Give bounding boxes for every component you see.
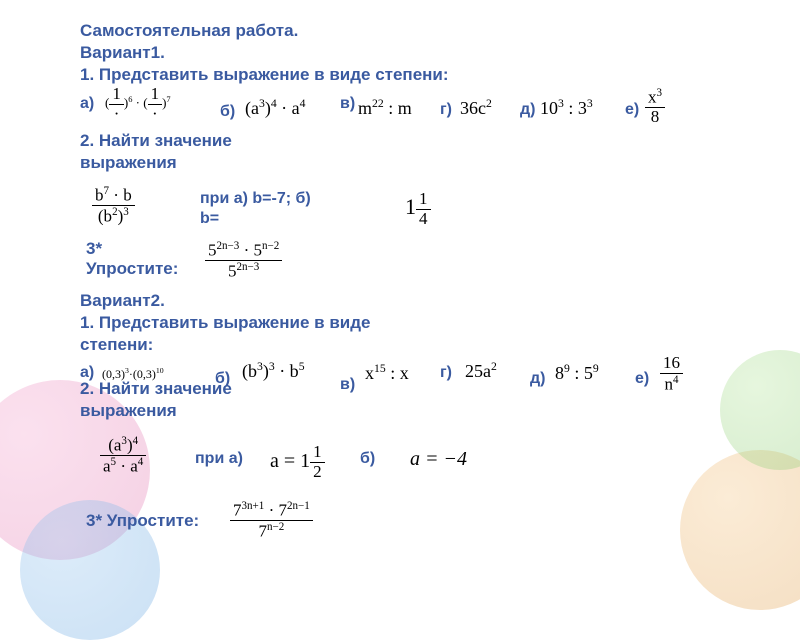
v2-task2b: выражения <box>80 400 177 422</box>
v1-a-label: а) <box>80 95 94 113</box>
v1-task2b: выражения <box>80 152 232 174</box>
v1-e-label: е) <box>625 101 639 119</box>
v1-b-formula: (a3)4 · a4 <box>245 97 306 119</box>
v2-d-formula: 89 : 59 <box>555 362 599 384</box>
variant1: Вариант1. <box>80 42 780 64</box>
v2-e-formula: 16n4 <box>660 354 683 394</box>
v2-g-formula: 25a2 <box>465 360 497 382</box>
v2-frac3-num: 73n+1 · 72n−1 <box>230 500 313 521</box>
v2-frac3-den: 7n−2 <box>230 521 313 541</box>
variant2: Вариант2. <box>80 290 165 312</box>
v1-mixed: 114 <box>405 190 431 228</box>
v2-task1b: степени: <box>80 334 153 356</box>
v2-d-label: д) <box>530 370 545 388</box>
v2-frac3: 73n+1 · 72n−1 7n−2 <box>230 500 313 542</box>
v1-frac3-num: 52n−3 · 5n−2 <box>205 240 282 261</box>
v1-cond2: при а) b=-7; б) <box>200 190 311 208</box>
v2-g-label: г) <box>440 364 452 382</box>
v1-frac2-den: (b2)3 <box>92 206 135 226</box>
v2-task1a: 1. Представить выражение в виде <box>80 312 370 334</box>
v1-d-formula: 103 : 33 <box>540 97 593 119</box>
v1-e-formula: x38 <box>645 87 665 127</box>
v2-frac2-den: a5 · a4 <box>100 456 146 476</box>
v1-b-label: б) <box>220 103 235 121</box>
v1-task2a: 2. Найти значение <box>80 130 232 152</box>
v2-v-formula: x15 : x <box>365 362 409 384</box>
v1-g-label: г) <box>440 101 452 119</box>
v1-v-formula: m22 : m <box>358 97 412 119</box>
v1-task1: 1. Представить выражение в виде степени: <box>80 64 780 86</box>
balloon-3 <box>680 450 800 610</box>
v1-row1: а) (1·)6 · (1·)7 б) (a3)4 · a4 в) m22 : … <box>80 95 780 135</box>
v2-v-label: в) <box>340 376 355 394</box>
v1-a-formula: (1·)6 · (1·)7 <box>105 85 171 123</box>
v1-task2-wrap: 2. Найти значение выражения <box>80 130 232 174</box>
v2-frac2: (a3)4 a5 · a4 <box>100 435 146 477</box>
v1-task3b: Упростите: <box>86 258 178 280</box>
title: Самостоятельная работа. <box>80 20 780 42</box>
v2-cond-b-val: a = −4 <box>410 448 467 471</box>
v1-g-formula: 36c2 <box>460 97 492 119</box>
v2-task3: 3* Упростите: <box>86 510 199 532</box>
v2-task2a: 2. Найти значение <box>80 378 232 400</box>
v2-frac2-num: (a3)4 <box>100 435 146 456</box>
v1-d-label: д) <box>520 101 535 119</box>
v1-v-label: в) <box>340 95 355 113</box>
v1-frac2: b7 · b (b2)3 <box>92 185 135 227</box>
v2-e-label: е) <box>635 370 649 388</box>
v2-cond-b: б) <box>360 450 375 468</box>
v1-frac2-num: b7 · b <box>92 185 135 206</box>
v2-b-formula: (b3)3 · b5 <box>242 360 305 382</box>
v1-frac3-den: 52n−3 <box>205 261 282 281</box>
v1-frac3: 52n−3 · 5n−2 52n−3 <box>205 240 282 282</box>
v1-task3: 3* <box>86 238 102 260</box>
v1-cond2b: b= <box>200 210 219 228</box>
v2-cond-a-val: a = 112 <box>270 443 325 481</box>
v2-cond-a: при а) <box>195 450 243 468</box>
